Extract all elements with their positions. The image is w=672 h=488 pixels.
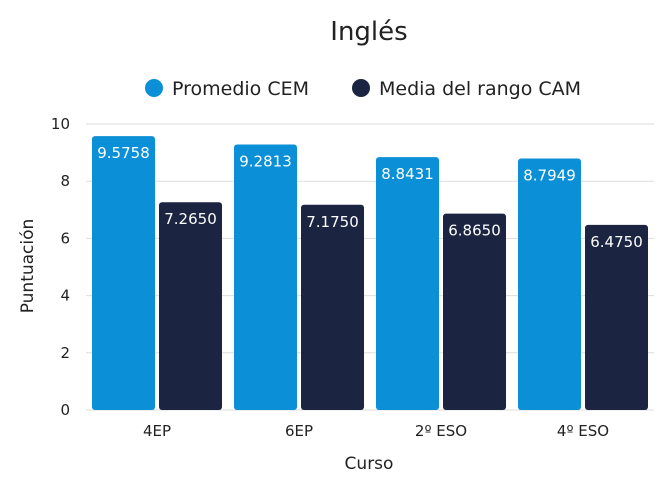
x-tick-label: 4EP	[143, 422, 171, 440]
y-tick-label: 2	[60, 344, 70, 362]
legend-label-media-cam: Media del rango CAM	[379, 78, 581, 100]
y-axis-label: Puntuación	[18, 219, 38, 314]
bar	[585, 224, 648, 410]
y-tick-label: 8	[60, 172, 70, 190]
bar	[159, 202, 222, 410]
x-axis-label: Curso	[345, 454, 394, 474]
x-tick-label: 6EP	[285, 422, 313, 440]
bar	[234, 144, 297, 411]
bar	[301, 204, 364, 410]
bar	[376, 157, 439, 410]
x-tick-label: 2º ESO	[415, 422, 467, 440]
data-label: 8.8431	[381, 165, 434, 183]
y-tick-label: 10	[51, 115, 70, 133]
data-label: 8.7949	[523, 166, 576, 184]
data-label: 9.5758	[97, 144, 150, 162]
legend-label-promedio-cem: Promedio CEM	[172, 78, 309, 100]
chart-title: Inglés	[330, 17, 407, 47]
y-tick-label: 0	[60, 401, 70, 419]
legend-marker-media-cam	[352, 79, 370, 97]
legend-marker-promedio-cem	[145, 79, 163, 97]
data-label: 7.1750	[306, 213, 359, 231]
legend: Promedio CEM Media del rango CAM	[145, 78, 581, 100]
bar	[518, 158, 581, 410]
data-label: 6.8650	[448, 222, 501, 240]
data-label: 6.4750	[590, 233, 643, 251]
bars	[92, 136, 648, 411]
bar	[443, 213, 506, 410]
y-tick-label: 4	[60, 287, 70, 305]
y-tick-labels: 0 2 4 6 8 10	[51, 115, 70, 419]
data-label: 9.2813	[239, 153, 292, 171]
x-tick-label: 4º ESO	[557, 422, 609, 440]
bar	[92, 136, 155, 410]
x-tick-labels: 4EP 6EP 2º ESO 4º ESO	[143, 422, 609, 440]
y-tick-label: 6	[60, 229, 70, 247]
data-label: 7.2650	[164, 210, 217, 228]
data-labels: 9.5758 7.2650 9.2813 7.1750 8.8431 6.8650 8.79…	[97, 144, 643, 251]
